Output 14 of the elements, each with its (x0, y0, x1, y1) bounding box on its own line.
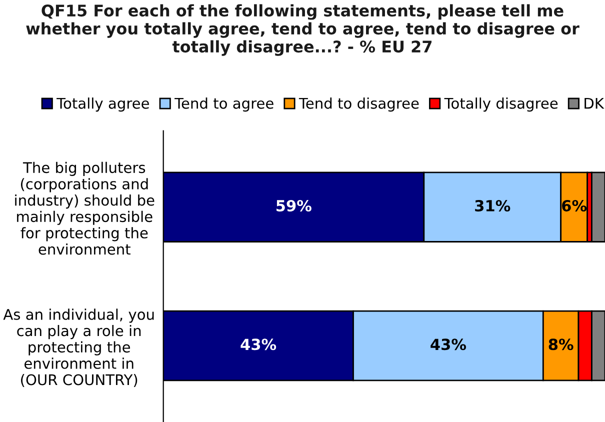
legend-label: Tend to disagree (298, 98, 419, 112)
data-label: 59% (276, 200, 312, 212)
legend-label: Totally agree (56, 98, 149, 112)
legend-label: Tend to agree (174, 98, 274, 112)
data-label: 8% (548, 338, 574, 350)
legend-label: DK (584, 98, 604, 109)
data-label: 31% (475, 200, 510, 212)
data-label: 43% (240, 338, 276, 350)
y-tick-label: The big polluters (corporations and industry) should be mainly responsible for protecting the environment (15, 162, 154, 255)
data-label: 6% (562, 200, 587, 212)
legend-label: Totally disagree (444, 98, 558, 112)
y-tick-label: As an individual, you can play a role in protecting the environment in (OUR COUNTRY) (3, 308, 154, 387)
data-label: 43% (430, 338, 466, 350)
chart-title: QF15 For each of the following statements, please tell me whether you totally agree, tend to agree, tend to disagree or totally disagree...? - % EU 27 (26, 4, 580, 56)
